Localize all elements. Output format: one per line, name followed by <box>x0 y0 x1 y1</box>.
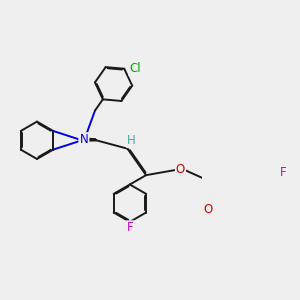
Text: F: F <box>280 166 286 179</box>
Text: O: O <box>204 203 213 216</box>
Text: N: N <box>80 134 88 148</box>
Text: Cl: Cl <box>129 62 141 75</box>
Text: H: H <box>127 134 136 147</box>
Text: F: F <box>127 221 133 234</box>
Text: O: O <box>176 163 185 176</box>
Text: N: N <box>80 133 88 146</box>
